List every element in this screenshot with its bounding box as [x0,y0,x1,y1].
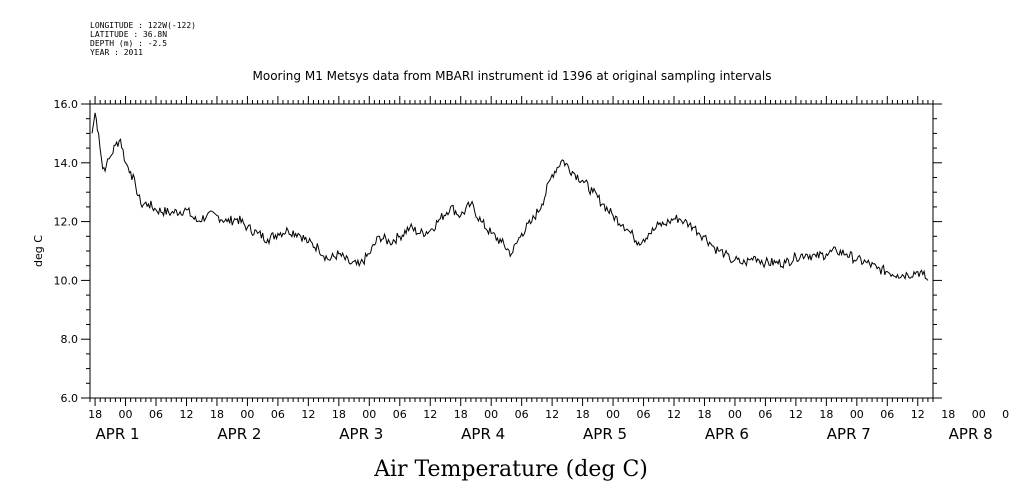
metadata-block: LONGITUDE : 122W(-122) LATITUDE : 36.8N DE… [90,21,196,57]
x-tick-label: 18 [88,408,102,421]
x-tick-label: 00 [606,408,620,421]
y-axis-label: deg C [32,235,45,267]
x-axis-label: Air Temperature (deg C) [373,457,648,482]
x-tick-label: 12 [545,408,559,421]
x-tick-label: 12 [667,408,681,421]
x-tick-label: 18 [941,408,955,421]
y-tick-label: 12.0 [54,216,79,229]
x-axis: 18 00 06 12 18 00 06 12 18 00 06 12 18 00 06 12 18 00 06 12… [88,96,1009,443]
meta-longitude: LONGITUDE : 122W(-122) [90,21,196,30]
x-day-label: APR 7 [827,425,871,443]
x-tick-label: 06 [393,408,407,421]
meta-year: YEAR : 2011 [90,48,143,57]
x-day-label: APR 5 [583,425,627,443]
x-tick-label: 00 [362,408,376,421]
x-tick-label: 06 [271,408,285,421]
x-tick-label: 12 [301,408,315,421]
x-tick-label: 06 [515,408,529,421]
y-tick-label: 6.0 [61,392,79,405]
chart-title: Mooring M1 Metsys data from MBARI instru… [253,69,772,83]
x-tick-label: 18 [332,408,346,421]
y-axis: 6.0 8.0 10.0 12.0 14.0 16.0 [54,98,942,405]
x-tick-label: 18 [454,408,468,421]
y-tick-label: 16.0 [54,98,79,111]
y-tick-label: 14.0 [54,157,79,170]
x-tick-label: 18 [576,408,590,421]
x-day-label: APR 8 [949,425,993,443]
x-tick-label: 18 [819,408,833,421]
x-tick-label: 00 [484,408,498,421]
x-tick-label: 06 [149,408,163,421]
x-tick-label: 12 [911,408,925,421]
meta-depth: DEPTH (m) : -2.5 [90,39,168,48]
x-tick-label: 00 [850,408,864,421]
x-tick-label: 06 [637,408,651,421]
x-tick-label: 06 [1002,408,1009,421]
x-tick-label: 12 [789,408,803,421]
x-day-label: APR 3 [339,425,383,443]
plot-frame [89,103,934,399]
x-tick-label: 00 [728,408,742,421]
x-tick-label: 18 [697,408,711,421]
series-line [91,112,929,281]
y-tick-label: 10.0 [54,274,79,287]
x-tick-label: 00 [240,408,254,421]
x-tick-label: 18 [210,408,224,421]
x-day-label: APR 1 [96,425,140,443]
meta-latitude: LATITUDE : 36.8N [90,30,168,39]
x-tick-label: 12 [423,408,437,421]
y-tick-label: 8.0 [61,333,79,346]
x-tick-label: 06 [880,408,894,421]
x-tick-label: 00 [972,408,986,421]
x-tick-label: 00 [119,408,133,421]
x-tick-label: 12 [179,408,193,421]
x-tick-label: 06 [758,408,772,421]
x-day-label: APR 4 [461,425,505,443]
x-day-label: APR 2 [217,425,261,443]
x-day-label: APR 6 [705,425,749,443]
